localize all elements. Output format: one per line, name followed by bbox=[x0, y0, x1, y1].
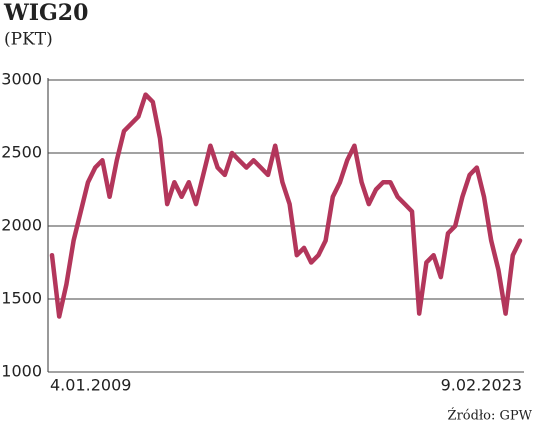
y-tick-label: 1500 bbox=[1, 289, 42, 308]
source: Źródło: GPW bbox=[448, 408, 533, 424]
x-tick-label: 4.01.2009 bbox=[50, 376, 131, 395]
chart-subtitle: (PKT) bbox=[4, 30, 53, 50]
data-line bbox=[49, 92, 523, 319]
chart-title: WIG20 bbox=[3, 0, 88, 26]
x-tick-label: 9.02.2023 bbox=[441, 376, 522, 395]
y-tick-label: 1000 bbox=[1, 362, 42, 381]
y-tick-label: 3000 bbox=[1, 70, 42, 89]
y-tick-label: 2000 bbox=[1, 216, 42, 235]
y-tick-label: 2500 bbox=[1, 143, 42, 162]
